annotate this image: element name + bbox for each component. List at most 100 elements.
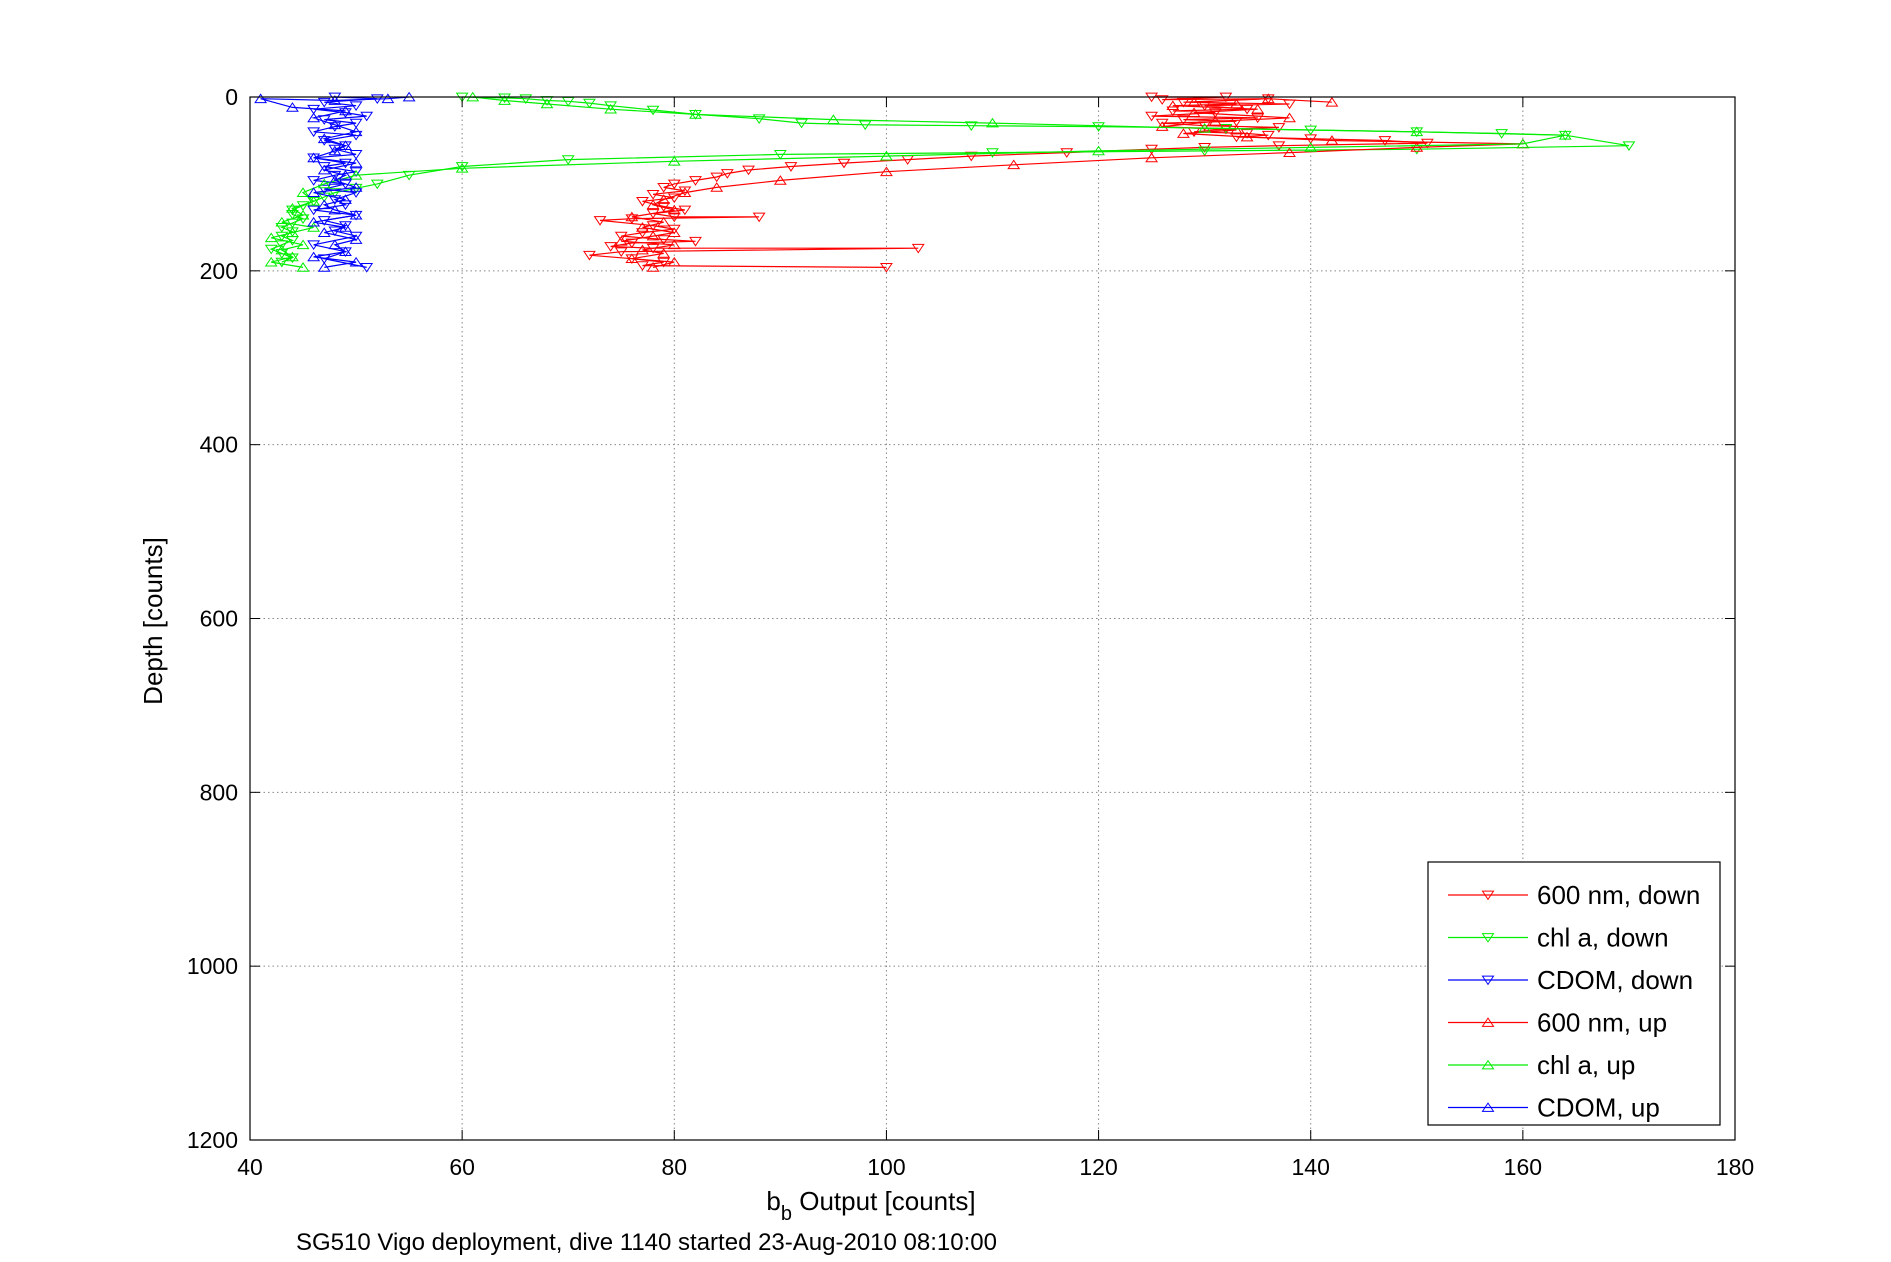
data-point	[625, 253, 639, 264]
data-point	[307, 195, 321, 206]
data-point	[317, 199, 331, 210]
x-tick-label: 160	[1504, 1154, 1542, 1180]
data-point	[381, 93, 395, 104]
data-point	[339, 169, 352, 180]
data-point	[264, 232, 278, 243]
series-6	[254, 91, 416, 272]
data-point	[879, 150, 893, 161]
data-point	[317, 164, 331, 175]
data-point	[614, 235, 628, 246]
data-point	[455, 162, 469, 172]
data-point	[498, 93, 512, 104]
data-point	[339, 194, 352, 204]
x-tick-label: 140	[1292, 1154, 1330, 1180]
data-point	[720, 169, 734, 179]
y-tick-label: 0	[225, 84, 238, 110]
data-point	[370, 179, 384, 190]
data-point	[307, 112, 321, 123]
data-point	[296, 262, 310, 272]
y-tick-label: 400	[200, 432, 238, 458]
data-point	[349, 126, 363, 137]
data-point	[307, 251, 321, 262]
data-point	[826, 114, 840, 124]
data-point	[1230, 124, 1243, 135]
data-point	[317, 178, 331, 189]
legend-item: chl a, up	[1448, 1050, 1635, 1080]
data-point	[349, 167, 363, 178]
legend-marker	[1481, 890, 1495, 901]
data-point	[275, 240, 289, 251]
data-point	[349, 182, 363, 192]
data-point	[678, 186, 692, 197]
data-point	[582, 98, 596, 109]
data-point	[317, 97, 331, 108]
x-axis-label-subscript: b	[781, 1203, 792, 1225]
data-point	[317, 133, 331, 144]
legend-box	[1427, 861, 1721, 1126]
data-point	[1261, 93, 1275, 104]
data-point	[264, 244, 278, 255]
data-point	[773, 175, 787, 185]
data-point	[455, 162, 469, 173]
data-point	[657, 194, 671, 204]
data-point	[1261, 130, 1275, 141]
data-point	[911, 243, 925, 254]
series-line	[271, 96, 1566, 268]
data-point	[858, 120, 872, 131]
data-point	[296, 209, 310, 220]
data-point	[646, 189, 660, 200]
data-point	[296, 187, 310, 197]
data-point	[1166, 106, 1180, 117]
data-point	[349, 150, 363, 160]
series-2	[264, 92, 1636, 268]
data-point	[636, 196, 649, 207]
data-point	[307, 216, 321, 227]
data-point	[275, 244, 289, 255]
data-point	[1007, 159, 1021, 170]
data-point	[657, 216, 671, 227]
data-point	[328, 119, 342, 130]
legend-item: CDOM, up	[1448, 1093, 1660, 1123]
data-point	[646, 230, 660, 241]
legend-marker	[1481, 1059, 1495, 1070]
data-point	[689, 236, 702, 247]
data-point	[317, 136, 331, 146]
data-point	[593, 216, 607, 226]
data-point	[349, 101, 363, 111]
data-point	[614, 231, 628, 242]
data-point	[328, 195, 342, 205]
data-point	[667, 193, 681, 204]
data-point	[1240, 131, 1254, 142]
data-point	[1187, 96, 1201, 107]
data-point	[328, 95, 342, 105]
data-point	[710, 182, 724, 192]
data-point	[339, 108, 352, 118]
data-point	[689, 176, 702, 186]
data-point	[667, 204, 681, 215]
data-point	[604, 101, 618, 111]
data-point	[360, 263, 374, 273]
data-point	[264, 256, 278, 267]
data-point	[296, 239, 310, 250]
data-point	[636, 222, 649, 232]
data-point	[285, 227, 299, 237]
data-point	[1304, 142, 1318, 152]
data-point	[349, 118, 363, 129]
data-point	[498, 95, 512, 105]
data-point	[773, 150, 787, 160]
data-point	[1410, 142, 1424, 152]
data-point	[328, 145, 342, 156]
x-axis-label-rest: Output [counts]	[792, 1186, 976, 1216]
data-point	[307, 240, 321, 251]
data-point	[1176, 97, 1190, 108]
data-point	[1176, 115, 1190, 125]
legend-item: 600 nm, up	[1448, 1008, 1667, 1038]
data-point	[349, 188, 363, 198]
data-point	[1420, 138, 1434, 149]
series-line	[269, 96, 1629, 263]
data-point	[317, 162, 331, 172]
legend-item: chl a, down	[1448, 923, 1669, 953]
series-1	[582, 92, 1434, 273]
data-point	[678, 205, 692, 216]
data-point	[752, 212, 766, 223]
